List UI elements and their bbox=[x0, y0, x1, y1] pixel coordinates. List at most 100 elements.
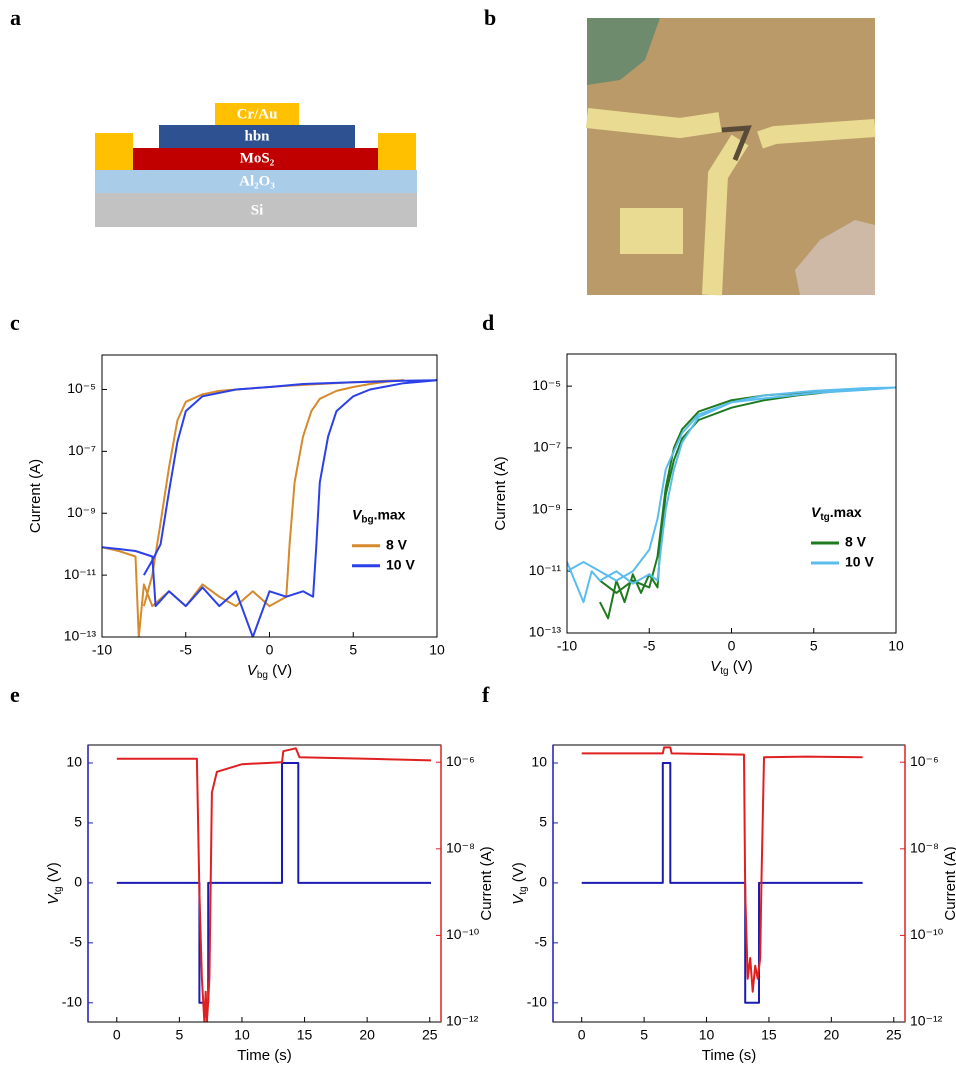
x-tick-label: -5 bbox=[643, 638, 656, 654]
y-tick-label: 10⁻⁵ bbox=[67, 380, 96, 396]
x-tick-label: -5 bbox=[180, 642, 193, 658]
y2-tick-label: 10⁻⁶ bbox=[446, 753, 475, 769]
y-tick-label: 0 bbox=[74, 874, 82, 890]
y-tick-label: 10 bbox=[66, 754, 82, 770]
data-line bbox=[102, 379, 437, 637]
x-axis-label: Time (s) bbox=[702, 1047, 756, 1064]
flake bbox=[721, 125, 752, 161]
y-tick-label: -5 bbox=[535, 934, 548, 950]
data-line bbox=[599, 388, 865, 620]
y-axis-label-subscript: tg bbox=[518, 886, 529, 894]
panel-label: d bbox=[482, 310, 494, 335]
x-tick-label: -10 bbox=[92, 642, 112, 658]
x-tick-label: 20 bbox=[359, 1027, 375, 1043]
y-tick-label: 10⁻¹¹ bbox=[529, 562, 562, 578]
y-axis-label: Vtg (V) bbox=[510, 862, 529, 905]
y-tick-label: 10⁻⁷ bbox=[533, 439, 561, 455]
data-line bbox=[581, 762, 863, 1004]
x-tick-label: 0 bbox=[578, 1027, 586, 1043]
y-axis-label: Vtg (V) bbox=[45, 862, 64, 905]
legend-title-symbol: V bbox=[811, 504, 822, 520]
flake bbox=[587, 18, 660, 85]
legend-title-symbol: V bbox=[352, 506, 363, 522]
legend-title: Vbg.max bbox=[352, 506, 406, 525]
y-tick-label: 10⁻⁷ bbox=[68, 442, 96, 458]
pad bbox=[620, 208, 683, 254]
contact-pad bbox=[95, 133, 133, 170]
legend-label: 8 V bbox=[845, 534, 867, 550]
electrode bbox=[585, 108, 722, 139]
y2-axis-label: Current (A) bbox=[478, 846, 495, 920]
x-tick-label: 0 bbox=[728, 638, 736, 654]
x-axis-label-text: (V) bbox=[729, 658, 753, 675]
data-line bbox=[116, 747, 432, 1022]
plot-frame bbox=[566, 353, 897, 634]
x-tick-label: 10 bbox=[429, 642, 445, 658]
device-schematic: Cr/Au hbn MoS₂ Al₂O₃ Si bbox=[95, 103, 417, 227]
panel-label: b bbox=[484, 5, 496, 30]
x-tick-label: 0 bbox=[266, 642, 274, 658]
data-line bbox=[567, 386, 896, 604]
y-tick-label: 10⁻⁵ bbox=[532, 377, 561, 393]
y2-tick-label: 10⁻¹² bbox=[910, 1013, 943, 1029]
legend-title-text: .max bbox=[830, 504, 862, 520]
legend-title-subscript: bg bbox=[361, 514, 373, 525]
y-axis-label-text: (V) bbox=[510, 862, 527, 886]
flake bbox=[795, 220, 875, 295]
y2-tick-label: 10⁻¹⁰ bbox=[910, 926, 944, 942]
plot-frame bbox=[101, 354, 438, 638]
y-axis-label: Current (A) bbox=[27, 459, 44, 533]
panel-label: a bbox=[10, 5, 21, 30]
x-tick-label: 0 bbox=[113, 1027, 121, 1043]
y-tick-label: 5 bbox=[74, 814, 82, 830]
x-tick-label: 5 bbox=[810, 638, 818, 654]
data-line bbox=[116, 762, 431, 1004]
x-axis-label-subscript: bg bbox=[257, 670, 268, 681]
electrode bbox=[757, 119, 876, 149]
x-tick-label: -10 bbox=[557, 638, 577, 654]
y-tick-label: -10 bbox=[527, 994, 547, 1010]
x-axis-label: Time (s) bbox=[237, 1047, 291, 1064]
panel-label: e bbox=[10, 682, 20, 707]
x-axis-label-subscript: tg bbox=[720, 666, 728, 677]
legend-label: 10 V bbox=[386, 556, 415, 572]
x-axis-label: Vbg (V) bbox=[247, 662, 292, 681]
y2-axis-label: Current (A) bbox=[942, 846, 956, 920]
electrode bbox=[702, 134, 749, 296]
y-tick-label: -10 bbox=[62, 994, 82, 1010]
y-axis-label-subscript: tg bbox=[53, 886, 64, 894]
y-tick-label: 10 bbox=[531, 754, 547, 770]
y-axis-label-symbol: V bbox=[45, 893, 62, 905]
al2o3-layer bbox=[95, 170, 417, 193]
y2-tick-label: 10⁻¹⁰ bbox=[446, 926, 480, 942]
x-tick-label: 5 bbox=[640, 1027, 648, 1043]
x-axis-label: Vtg (V) bbox=[710, 658, 753, 677]
y2-tick-label: 10⁻¹² bbox=[446, 1013, 479, 1029]
layer-label: Cr/Au bbox=[237, 106, 278, 122]
y-tick-label: -5 bbox=[70, 934, 83, 950]
y-axis-label: Current (A) bbox=[492, 456, 509, 530]
y2-tick-label: 10⁻⁸ bbox=[910, 840, 939, 856]
mos2-layer bbox=[133, 148, 378, 170]
y-tick-label: 10⁻⁹ bbox=[67, 504, 96, 520]
edge bbox=[683, 10, 703, 16]
x-tick-label: 10 bbox=[888, 638, 904, 654]
x-tick-label: 25 bbox=[886, 1027, 902, 1043]
y-tick-label: 10⁻¹¹ bbox=[64, 566, 97, 582]
gate-layer bbox=[215, 103, 299, 125]
si-layer bbox=[95, 193, 417, 227]
hbn-layer bbox=[159, 125, 355, 148]
legend-label: 8 V bbox=[386, 536, 408, 552]
y2-tick-label: 10⁻⁶ bbox=[910, 753, 939, 769]
layer-label: MoS₂ bbox=[240, 150, 275, 166]
y-axis-label-text: (V) bbox=[45, 862, 62, 886]
data-line bbox=[581, 746, 863, 993]
panel-label: f bbox=[482, 682, 490, 707]
y-tick-label: 10⁻⁹ bbox=[532, 500, 561, 516]
x-axis-label-symbol: V bbox=[247, 662, 259, 679]
legend-title-subscript: tg bbox=[820, 512, 829, 523]
x-axis-label-text: (V) bbox=[268, 662, 292, 679]
x-tick-label: 10 bbox=[699, 1027, 715, 1043]
x-axis-label-symbol: V bbox=[710, 658, 722, 675]
y2-tick-label: 10⁻⁸ bbox=[446, 840, 475, 856]
